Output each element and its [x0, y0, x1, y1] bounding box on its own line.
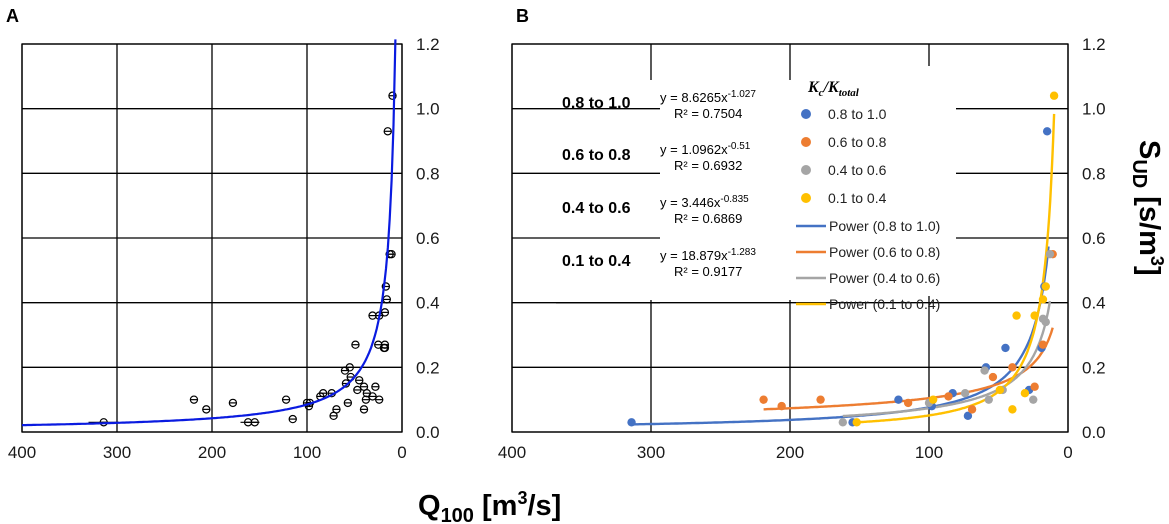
panel-b-point	[1012, 311, 1021, 320]
panel-b-point	[1020, 389, 1030, 398]
fit-equation: y = 8.6265x-1.027	[660, 89, 756, 105]
panel-b-y-tick-label: 1.2	[1082, 35, 1106, 54]
panel-a-y-tick-label: 0.6	[416, 229, 440, 248]
panel-b-point	[852, 418, 861, 427]
panel-a-y-tick-label: 0.0	[416, 423, 440, 442]
fit-r-squared: R² = 0.7504	[674, 106, 742, 121]
legend-marker	[801, 137, 811, 147]
panel-b-point	[894, 395, 903, 404]
panel-b-point	[627, 418, 636, 427]
panel-b-point	[1008, 363, 1017, 372]
panel-b-point	[960, 389, 970, 398]
panel-b-legend-bg	[796, 66, 956, 296]
panel-a-x-tick-label: 200	[198, 443, 226, 462]
panel-b-point	[988, 372, 998, 382]
legend-series-label: 0.8 to 1.0	[828, 106, 887, 122]
legend-series-label: 0.6 to 0.8	[828, 134, 887, 150]
panel-a-frame	[21, 43, 403, 433]
fit-range-label: 0.1 to 0.4	[562, 253, 631, 270]
panel-b-label: B	[516, 6, 529, 26]
panel-b-point	[1041, 282, 1050, 291]
fit-range-label: 0.8 to 1.0	[562, 95, 631, 112]
panel-b-x-tick-label: 300	[637, 443, 665, 462]
legend-marker	[801, 193, 811, 203]
panel-a-y-tick-label: 0.8	[416, 164, 440, 183]
panel-b-y-tick-label: 0.2	[1082, 358, 1106, 377]
panel-b-point	[928, 395, 938, 404]
panel-b-point	[1041, 317, 1050, 327]
panel-b-x-tick-label: 0	[1063, 443, 1072, 462]
panel-a-y-tick-label: 1.2	[416, 35, 440, 54]
panel-b-point	[1030, 382, 1039, 391]
panel-b-point	[984, 395, 993, 404]
panel-b-point	[838, 418, 848, 427]
legend-fit-label: Power (0.1 to 0.4)	[829, 296, 940, 312]
panel-b-x-tick-label: 100	[915, 443, 943, 462]
plot-a: 400 300 200 100 0 0.0 0.2 0.4 0.6 0.8 1.0 1.2	[8, 35, 440, 462]
panel-b-point	[816, 395, 825, 404]
legend-marker	[801, 109, 811, 119]
panel-a-x-tick-label: 100	[293, 443, 321, 462]
legend-fit-label: Power (0.4 to 0.6)	[829, 270, 940, 286]
legend-title: Kc/Ktotal	[807, 79, 860, 99]
legend-series-label: 0.1 to 0.4	[828, 190, 887, 206]
panel-b-fit-line	[631, 246, 1050, 426]
fit-range-label: 0.4 to 0.6	[562, 200, 631, 217]
panel-b-point	[903, 398, 913, 408]
panel-b-point	[944, 392, 953, 401]
fit-r-squared: R² = 0.6932	[674, 158, 742, 173]
x-axis-title: Q100 [m3/s]	[418, 488, 561, 524]
fit-range-label: 0.6 to 0.8	[562, 147, 631, 164]
panel-a-fit-line	[22, 39, 397, 427]
panel-b-point	[1038, 340, 1048, 349]
panel-b-fit-line	[856, 113, 1056, 424]
panel-b-label-bg	[556, 80, 796, 300]
panel-a-y-tick-label: 0.4	[416, 294, 440, 313]
plot-b: 400 300 200 100 0 0.0 0.2 0.4 0.6 0.8 1.0 1.2	[498, 35, 1106, 462]
panel-b-point	[995, 385, 1005, 395]
y-axis-title: SUD [s/m3]	[1128, 140, 1167, 276]
panel-a-x-tick-label: 400	[8, 443, 36, 462]
panel-b-frame	[511, 43, 1069, 433]
panel-a-x-tick-label: 300	[103, 443, 131, 462]
panel-b-point	[1029, 395, 1038, 404]
panel-b-point	[1008, 405, 1017, 414]
panel-b-y-tick-label: 0.6	[1082, 229, 1106, 248]
legend-b: Kc/Ktotal 0.8 to 1.0 0.6 to 0.8 0.4 to 0.6 0…	[796, 79, 940, 312]
fit-equation: y = 3.446x-0.835	[660, 194, 749, 210]
legend-fit-label: Power (0.6 to 0.8)	[829, 244, 940, 260]
panel-b-point	[1038, 295, 1048, 304]
panel-b-point	[1049, 91, 1059, 100]
fit-equation: y = 18.879x-1.283	[660, 247, 756, 263]
legend-marker	[801, 165, 811, 175]
fit-r-squared: R² = 0.9177	[674, 264, 742, 279]
panel-a-y-tick-label: 1.0	[416, 100, 440, 119]
panel-a-y-tick-label: 0.2	[416, 358, 440, 377]
panel-b-point	[1042, 127, 1052, 136]
panel-b-point	[777, 401, 786, 411]
panel-b-x-tick-label: 200	[776, 443, 804, 462]
panel-b-y-tick-label: 0.8	[1082, 164, 1106, 183]
panel-b-point	[967, 405, 977, 414]
legend-series-label: 0.4 to 0.6	[828, 162, 887, 178]
fit-r-squared: R² = 0.6869	[674, 211, 742, 226]
panel-b-y-tick-label: 1.0	[1082, 100, 1106, 119]
panel-b-y-tick-label: 0.4	[1082, 294, 1106, 313]
panel-b-point	[1030, 311, 1039, 320]
panel-b-x-tick-label: 400	[498, 443, 526, 462]
panel-b-point	[1001, 343, 1010, 353]
panel-b-point	[759, 395, 768, 404]
panel-b-y-tick-label: 0.0	[1082, 423, 1106, 442]
legend-fit-label: Power (0.8 to 1.0)	[829, 218, 940, 234]
panel-b-point	[980, 366, 989, 375]
panel-a-x-tick-label: 0	[397, 443, 406, 462]
panel-b-point	[1045, 249, 1055, 259]
panel-a-label: A	[6, 6, 19, 26]
panel-b-point	[963, 411, 973, 421]
panel-b-fit-line	[842, 300, 1052, 418]
fit-equation: y = 1.0962x-0.51	[660, 141, 751, 157]
